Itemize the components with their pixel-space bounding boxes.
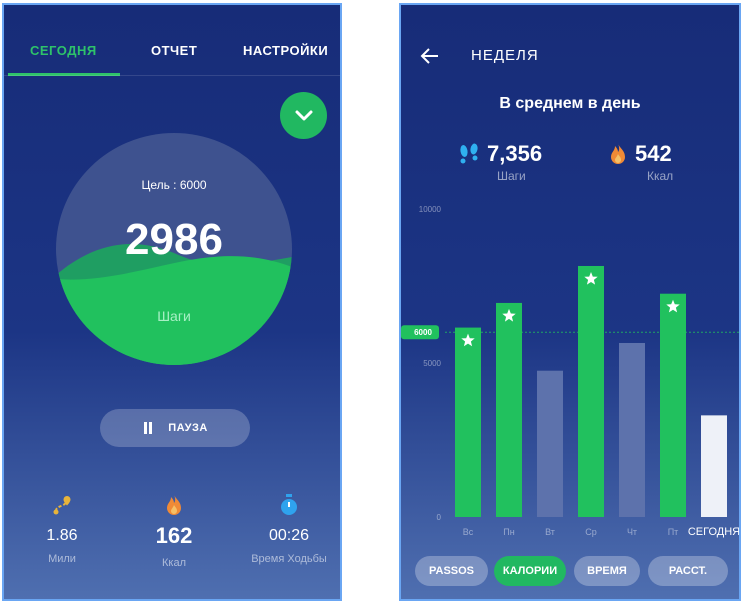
steps-count: 2986 — [125, 215, 223, 264]
star-icon — [461, 333, 475, 347]
avg-kcal-label: Ккал — [647, 169, 674, 183]
x-tick-label: Пн — [503, 527, 514, 537]
goal-badge — [401, 325, 439, 340]
filter-steps[interactable]: PASSOS — [415, 556, 488, 586]
route-icon — [53, 496, 71, 515]
x-tick-label: Вт — [545, 527, 555, 537]
x-tick-label: СЕГОДНЯ — [688, 526, 740, 538]
filter-time[interactable]: ВРЕМЯ — [574, 556, 640, 586]
x-tick-label: Пт — [668, 527, 679, 537]
stat-distance: 1.86 Мили — [7, 493, 117, 565]
avg-kcal-value: 542 — [635, 141, 672, 166]
avg-steps: 7,356 Шаги — [457, 141, 542, 183]
star-icon — [666, 299, 680, 313]
weekly-bar-chart: 10000 5000 0 6000 Вс Пн Вт Ср Чт Пт СЕГОДНЯ — [401, 205, 740, 538]
filter-distance[interactable]: РАССТ. — [648, 556, 728, 586]
footprints-icon — [460, 143, 478, 164]
pause-icon — [142, 422, 154, 434]
stat-walk-time: 00:26 Время Ходьбы — [234, 493, 340, 565]
y-tick-label: 10000 — [419, 205, 442, 214]
flame-icon — [167, 494, 181, 515]
x-tick-label: Ср — [585, 527, 597, 537]
avg-steps-label: Шаги — [497, 169, 526, 183]
bar — [537, 370, 563, 517]
y-tick-label: 5000 — [423, 359, 441, 368]
x-tick-label: Чт — [627, 527, 637, 537]
bar — [455, 327, 481, 517]
tab-settings[interactable]: НАСТРОЙКИ — [243, 43, 329, 58]
x-tick-label: Вс — [463, 527, 474, 537]
metric-filter-bar: PASSOS КАЛОРИИ ВРЕМЯ РАССТ. — [401, 556, 739, 586]
y-tick-label: 0 — [437, 513, 442, 522]
star-icon — [584, 272, 598, 285]
bar — [496, 302, 522, 517]
back-arrow-icon[interactable] — [419, 45, 441, 67]
goal-label: Цель : 6000 — [141, 178, 207, 192]
tab-bar: СЕГОДНЯ ОТЧЕТ НАСТРОЙКИ — [4, 33, 340, 77]
chevron-down-icon — [295, 110, 312, 120]
star-icon — [502, 308, 516, 322]
progress-circle: Цель : 6000 2986 Шаги — [56, 133, 292, 365]
goal-badge-label: 6000 — [414, 328, 432, 337]
distance-label: Мили — [48, 553, 76, 565]
calories-value: 162 — [155, 523, 193, 548]
stat-calories: 162 Ккал — [119, 493, 229, 569]
walk-time-value: 00:26 — [268, 527, 310, 544]
expand-button[interactable] — [280, 92, 327, 139]
timer-icon — [281, 494, 297, 515]
pause-button[interactable]: ПАУЗА — [100, 409, 250, 447]
tab-today[interactable]: СЕГОДНЯ — [30, 43, 97, 58]
distance-value: 1.86 — [46, 527, 78, 544]
bar — [578, 265, 604, 517]
bar — [660, 293, 686, 517]
active-tab-indicator — [8, 73, 120, 76]
tab-report[interactable]: ОТЧЕТ — [151, 43, 198, 58]
today-screen: СЕГОДНЯ ОТЧЕТ НАСТРОЙКИ Цель : 6000 2986… — [2, 3, 342, 601]
calories-label: Ккал — [162, 557, 186, 569]
filter-calories[interactable]: КАЛОРИИ — [494, 556, 566, 586]
page-title: НЕДЕЛЯ — [471, 47, 539, 64]
avg-steps-value: 7,356 — [487, 141, 543, 166]
tab-divider — [4, 75, 340, 76]
walk-time-label: Время Ходьбы — [251, 553, 327, 565]
pause-label: ПАУЗА — [168, 422, 208, 434]
bar — [701, 415, 727, 517]
bar — [619, 342, 645, 517]
week-screen: НЕДЕЛЯ В среднем в день 7,356 Шаги 542 К… — [399, 3, 741, 601]
avg-kcal: 542 Ккал — [607, 141, 673, 183]
steps-label: Шаги — [157, 308, 191, 324]
flame-icon — [611, 143, 625, 164]
average-subtitle: В среднем в день — [499, 95, 641, 112]
